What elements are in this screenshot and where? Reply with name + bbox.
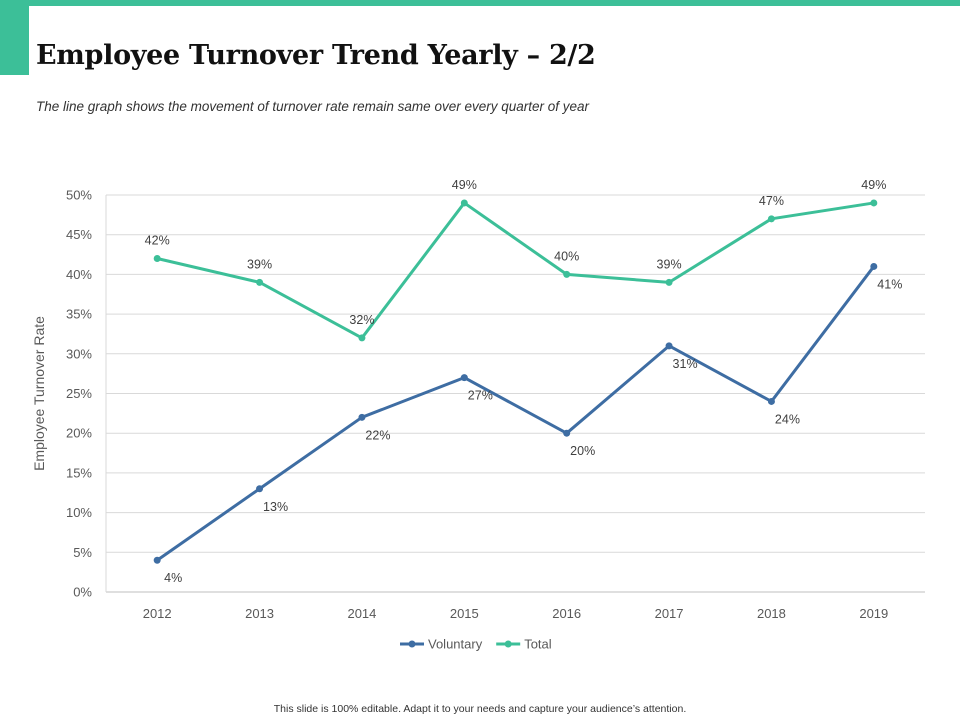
y-tick-label: 10% bbox=[66, 505, 92, 520]
data-label-voluntary: 20% bbox=[570, 444, 595, 458]
side-accent-block bbox=[0, 0, 29, 75]
data-label-voluntary: 24% bbox=[775, 412, 800, 426]
data-label-total: 49% bbox=[452, 178, 477, 192]
chart-series: 4% 13% 22% 27% 20% 31% 24% 41% 42% 39% 32% 49% 40% 39… bbox=[145, 178, 903, 585]
y-tick-label: 20% bbox=[66, 426, 92, 441]
y-tick-label: 5% bbox=[73, 545, 92, 560]
data-point-voluntary bbox=[358, 413, 366, 421]
line-chart: 0% 5% 10% 15% 20% 25% 30% 35% 40% 45% 50% 2012 2013… bbox=[31, 178, 925, 652]
data-point-total bbox=[563, 270, 571, 278]
chart-legend: Voluntary Total bbox=[400, 637, 552, 652]
data-point-total bbox=[358, 334, 366, 342]
x-tick-label: 2012 bbox=[143, 606, 172, 621]
data-label-voluntary: 13% bbox=[263, 500, 288, 514]
x-tick-label: 2014 bbox=[347, 606, 376, 621]
data-label-total: 32% bbox=[349, 313, 374, 327]
data-point-voluntary bbox=[665, 342, 673, 350]
y-tick-label: 45% bbox=[66, 227, 92, 242]
x-tick-label: 2015 bbox=[450, 606, 479, 621]
y-tick-label: 35% bbox=[66, 307, 92, 322]
y-tick-label: 0% bbox=[73, 585, 92, 600]
legend-marker-total bbox=[504, 640, 512, 648]
x-tick-label: 2017 bbox=[655, 606, 684, 621]
data-point-voluntary bbox=[460, 374, 468, 382]
top-accent-bar bbox=[0, 0, 960, 6]
y-tick-label: 15% bbox=[66, 465, 92, 480]
page-title: Employee Turnover Trend Yearly – 2/2 bbox=[36, 40, 596, 71]
x-tick-label: 2019 bbox=[859, 606, 888, 621]
data-point-total bbox=[767, 215, 775, 223]
data-label-voluntary: 4% bbox=[164, 571, 182, 585]
data-label-total: 49% bbox=[861, 178, 886, 192]
data-point-voluntary bbox=[563, 429, 571, 437]
x-tick-label: 2018 bbox=[757, 606, 786, 621]
legend-label-voluntary: Voluntary bbox=[428, 637, 483, 652]
data-label-total: 39% bbox=[247, 257, 272, 271]
data-point-total bbox=[665, 278, 673, 286]
data-point-voluntary bbox=[256, 485, 264, 493]
legend-item-total: Total bbox=[496, 637, 552, 652]
y-axis-ticks: 0% 5% 10% 15% 20% 25% 30% 35% 40% 45% 50% bbox=[66, 188, 92, 600]
data-point-voluntary bbox=[767, 397, 775, 405]
footer-note: This slide is 100% editable. Adapt it to… bbox=[273, 703, 687, 715]
data-label-voluntary: 41% bbox=[877, 277, 902, 291]
x-tick-label: 2016 bbox=[552, 606, 581, 621]
data-point-total bbox=[153, 255, 161, 263]
y-axis-label: Employee Turnover Rate bbox=[31, 316, 47, 471]
data-label-total: 42% bbox=[145, 234, 170, 248]
series-line-total bbox=[155, 201, 876, 340]
y-tick-label: 30% bbox=[66, 346, 92, 361]
data-label-voluntary: 27% bbox=[468, 389, 493, 403]
data-label-total: 39% bbox=[657, 257, 682, 271]
legend-marker-voluntary bbox=[408, 640, 416, 648]
data-point-total bbox=[256, 278, 264, 286]
legend-item-voluntary: Voluntary bbox=[400, 637, 483, 652]
data-point-voluntary bbox=[870, 262, 878, 270]
x-tick-label: 2013 bbox=[245, 606, 274, 621]
chart-gridlines bbox=[105, 194, 925, 593]
data-label-voluntary: 22% bbox=[365, 428, 390, 442]
legend-label-total: Total bbox=[524, 637, 552, 652]
y-tick-label: 25% bbox=[66, 386, 92, 401]
data-label-total: 47% bbox=[759, 194, 784, 208]
data-point-total bbox=[460, 199, 468, 207]
data-point-total bbox=[870, 199, 878, 207]
y-tick-label: 40% bbox=[66, 267, 92, 282]
page-subtitle: The line graph shows the movement of tur… bbox=[36, 99, 590, 114]
series-line-voluntary bbox=[155, 264, 876, 562]
data-label-voluntary: 31% bbox=[673, 357, 698, 371]
data-point-voluntary bbox=[153, 556, 161, 564]
data-label-total: 40% bbox=[554, 249, 579, 263]
x-axis-ticks: 2012 2013 2014 2015 2016 2017 2018 2019 bbox=[143, 606, 889, 621]
y-tick-label: 50% bbox=[66, 188, 92, 203]
